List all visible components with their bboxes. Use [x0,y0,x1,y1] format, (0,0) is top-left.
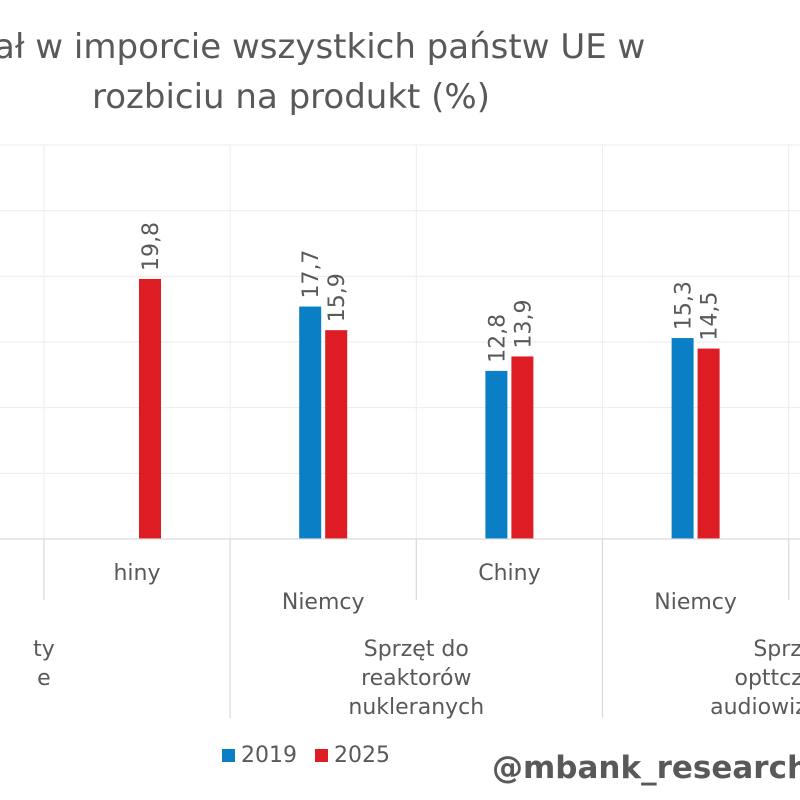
legend-label-2025: 2025 [334,743,390,768]
bar-2019-2 [299,306,322,539]
tick-label-subcategory: hiny [113,561,160,586]
tick-label-subcategory: Niemcy [282,590,365,615]
legend: 2019 2025 [222,743,408,768]
tick-label-group: audiowizualny [710,695,800,720]
tick-label-group: ty [33,637,55,662]
legend-item-2025: 2025 [315,743,390,768]
bars-layer [139,278,720,539]
tick-label-group: opttczny i [735,666,800,691]
chart-title-line-1: ał w imporcie wszystkich państw UE w [0,27,646,67]
data-label-2025-3: 13,9 [511,299,536,348]
legend-swatch-2019 [222,749,235,762]
data-label-2019-4: 15,3 [672,281,697,330]
bar-2019-3 [485,370,508,539]
tick-label-group: Sprzęt [753,637,800,662]
grid-layer [0,144,800,539]
axis-layer: hiny ty e Niemcy Chiny Sprzęt do reaktorów nukl… [0,538,800,720]
bar-2025-3 [511,356,534,539]
legend-swatch-2025 [315,749,328,762]
chart-title-line-2: rozbiciu na produkt (%) [92,77,491,117]
data-label-2025-4: 14,5 [698,292,723,341]
data-label-2025-2: 15,9 [325,273,350,322]
handle-text: @mbank_research [492,750,800,786]
tick-label-group: e [37,666,51,691]
data-label-2019-2: 17,7 [299,250,324,299]
data-label-2019-3: 12,8 [485,314,510,363]
legend-label-2019: 2019 [241,743,297,768]
bar-2019-4 [671,338,694,539]
bar-2025-1 [139,278,161,539]
bar-2025-2 [325,330,348,539]
data-labels-layer: 17,712,815,37,018,42,820,55,119,815,913,… [139,222,723,363]
tick-label-subcategory: Chiny [478,561,540,586]
legend-item-2019: 2019 [222,743,297,768]
tick-label-group: nukleranych [348,695,484,720]
data-label-2025-1: 19,8 [139,222,164,271]
tick-label-group: Sprzęt do [364,637,469,662]
tick-label-group: reaktorów [361,666,471,691]
bar-2025-4 [697,348,720,539]
tick-label-subcategory: Niemcy [654,590,737,615]
